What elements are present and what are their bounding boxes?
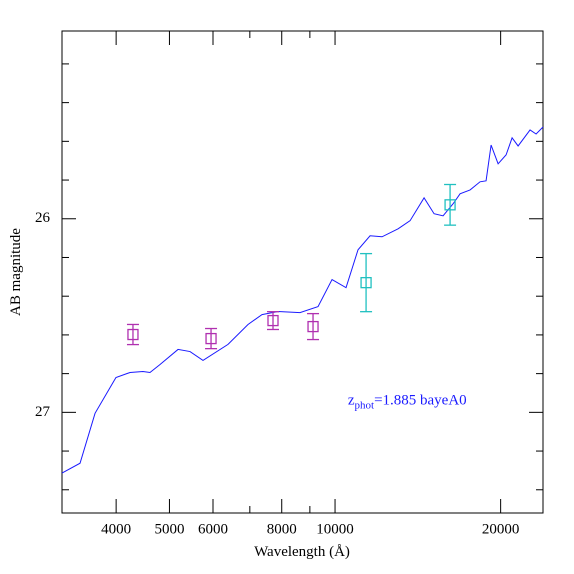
error-bar: [205, 327, 218, 350]
data-point: [205, 332, 217, 345]
annotation-rest: =1.885 bayeA0: [374, 393, 467, 409]
x-tick-label: 5000: [154, 521, 184, 537]
error-bar: [360, 252, 373, 313]
error-bar: [267, 311, 280, 331]
y-tick-label: 27: [35, 404, 51, 420]
error-bar: [444, 183, 457, 226]
data-point: [267, 314, 279, 327]
data-point: [360, 276, 372, 289]
data-point: [307, 320, 319, 333]
annotation: zphot=1.885 bayeA0: [348, 393, 467, 412]
x-tick-label: 10000: [316, 521, 354, 537]
data-point: [127, 328, 139, 341]
x-axis-label: Wavelength (Å): [254, 544, 350, 560]
error-bar: [307, 312, 320, 341]
x-tick-label: 8000: [267, 521, 297, 537]
annotation-sub: phot: [355, 400, 375, 412]
y-axis-label: AB magnitude: [8, 228, 24, 316]
annotation-text: z: [348, 393, 355, 409]
y-tick-label: 26: [35, 210, 51, 226]
data-point: [444, 199, 456, 211]
error-bar: [126, 323, 139, 346]
x-tick-label: 6000: [198, 521, 228, 537]
x-tick-label: 20000: [482, 521, 520, 537]
model-line: [61, 126, 544, 474]
x-tick-label: 4000: [101, 521, 131, 537]
plot-frame: [61, 30, 544, 514]
